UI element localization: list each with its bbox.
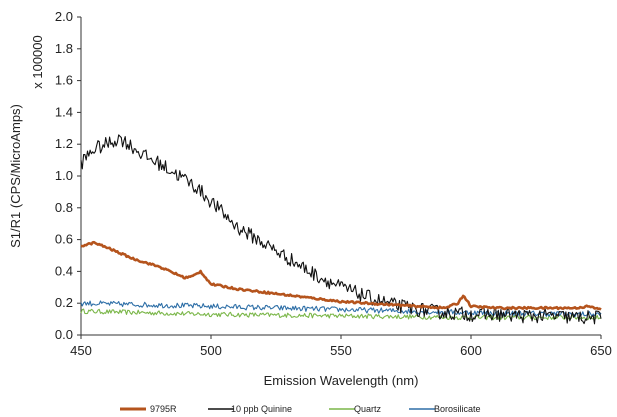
y-tick-label: 1.6: [55, 73, 73, 88]
legend-label-3: Borosilicate: [434, 404, 481, 414]
y-axis-label: S1/R1 (CPS/MicroAmps): [8, 104, 23, 248]
series-layer: [80, 134, 602, 325]
x-tick-label: 550: [330, 343, 352, 358]
x-tick-label: 600: [460, 343, 482, 358]
plot-frame: [80, 17, 601, 336]
y-axis-ticks: 0.0 0.2 0.4 0.6 0.8 1.0 1.2 1.4 1.6 1.8 2.0: [55, 9, 81, 342]
y-tick-label: 1.2: [55, 136, 73, 151]
series-line-0: [80, 240, 602, 311]
y-tick-label: 1.8: [55, 41, 73, 56]
y-tick-label: 0.2: [55, 295, 73, 310]
y-tick-label: 0.4: [55, 263, 73, 278]
x-tick-label: 500: [200, 343, 222, 358]
legend: 9795R 10 ppb Quinine Quartz Borosilicate: [120, 404, 481, 414]
y-tick-label: 2.0: [55, 9, 73, 24]
series-line-3: [80, 300, 602, 318]
legend-label-1: 10 ppb Quinine: [231, 404, 292, 414]
y-tick-label: 0.8: [55, 200, 73, 215]
y-tick-label: 0.0: [55, 327, 73, 342]
y-tick-label: 0.6: [55, 232, 73, 247]
y-axis-multiplier: x 100000: [30, 35, 45, 89]
x-tick-label: 450: [70, 343, 92, 358]
series-line-2: [80, 308, 602, 321]
y-tick-label: 1.4: [55, 104, 73, 119]
x-axis-label: Emission Wavelength (nm): [264, 373, 419, 388]
x-tick-label: 650: [590, 343, 612, 358]
y-tick-label: 1.0: [55, 168, 73, 183]
series-line-1: [80, 134, 602, 325]
x-axis-ticks: 450 500 550 600 650: [70, 335, 612, 358]
legend-label-2: Quartz: [354, 404, 382, 414]
legend-label-0: 9795R: [150, 404, 177, 414]
